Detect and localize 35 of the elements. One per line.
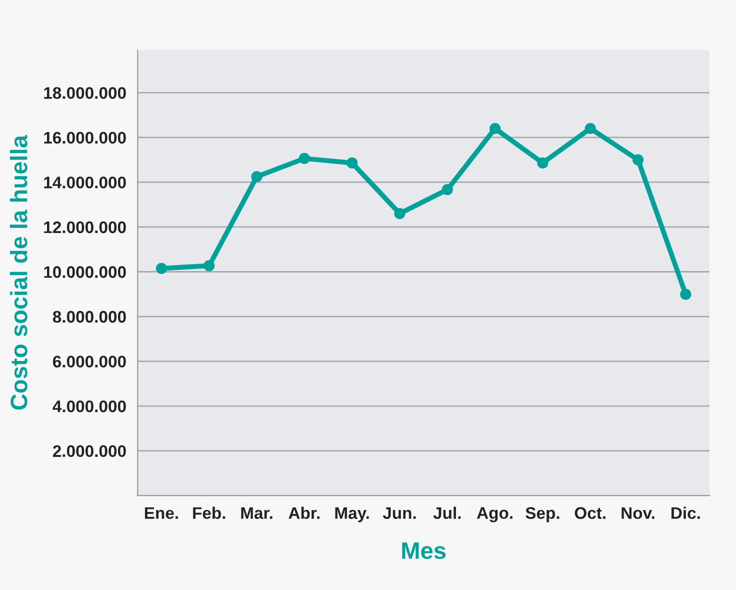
x-tick-label: Ene.	[144, 507, 178, 519]
point	[680, 288, 692, 300]
point	[298, 152, 310, 164]
x-tick-label: Mar.	[241, 507, 272, 519]
x-tick-label: Feb.	[193, 506, 226, 519]
point	[156, 262, 168, 274]
x-tick-label: Oct.	[574, 507, 606, 519]
y-tick-label: 6.000.000	[52, 356, 126, 368]
point	[346, 157, 358, 169]
x-tick-label: Ago.	[476, 507, 512, 522]
point	[537, 157, 548, 169]
y-tick-label: 12.000.000	[44, 221, 126, 234]
point	[394, 208, 406, 220]
x-axis-title: Mes	[402, 542, 446, 560]
point	[251, 171, 262, 182]
y-tick-label: 18.000.000	[44, 87, 126, 99]
y-tick-label: 16.000.000	[44, 132, 126, 144]
y-tick-label: 14.000.000	[44, 176, 126, 188]
x-tick-label: Jul.	[433, 506, 461, 519]
x-tick-label: Dic.	[672, 506, 700, 519]
y-tick-label: 8.000.000	[52, 310, 126, 323]
x-tick-label: Jun.	[382, 507, 416, 519]
y-tick-label: 2.000.000	[52, 445, 126, 458]
point	[489, 122, 501, 134]
x-tick-label: May.	[335, 507, 369, 522]
point	[204, 260, 215, 272]
point	[584, 122, 596, 134]
point	[632, 154, 644, 166]
y-tick-label: 10.000.000	[44, 266, 126, 278]
y-axis-title: Costo social de la huella	[10, 134, 28, 410]
x-tick-label: Abr.	[288, 506, 320, 519]
x-tick-label: Nov.	[622, 507, 654, 519]
point	[442, 184, 453, 196]
y-tick-label: 4.000.000	[52, 400, 126, 412]
x-tick-label: Sep.	[526, 507, 560, 522]
